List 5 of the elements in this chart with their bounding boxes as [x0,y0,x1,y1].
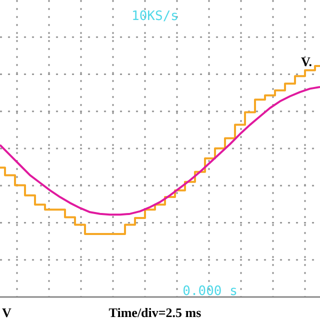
text: V [2,305,12,320]
annotation: V. [301,54,312,69]
text: 0.000 s [182,284,238,299]
text: Time/div=2.5 ms [108,305,202,320]
text: 10KS/s [132,9,178,24]
